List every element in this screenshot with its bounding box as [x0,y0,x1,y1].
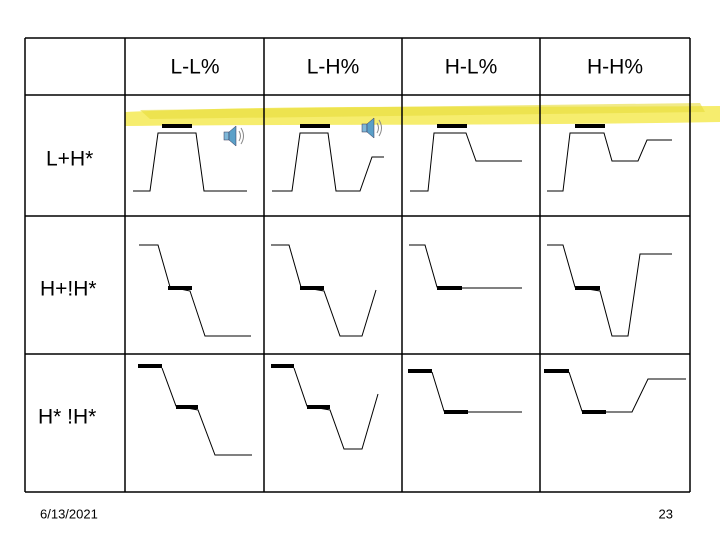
column-header: L-L% [170,56,219,79]
row-header: H+!H* [40,278,97,301]
column-header: H-L% [445,56,498,79]
speaker-icon[interactable] [223,125,244,147]
highlight [140,103,705,119]
footer-date: 6/13/2021 [40,506,98,521]
contours [133,124,686,456]
column-header: H-H% [587,56,643,79]
speaker-icon[interactable] [361,117,382,139]
row-header: H* !H* [38,406,96,429]
column-header: L-H% [307,56,360,79]
table-grid [24,37,691,493]
row-header: L+H* [46,148,93,171]
page-number: 23 [659,506,673,521]
